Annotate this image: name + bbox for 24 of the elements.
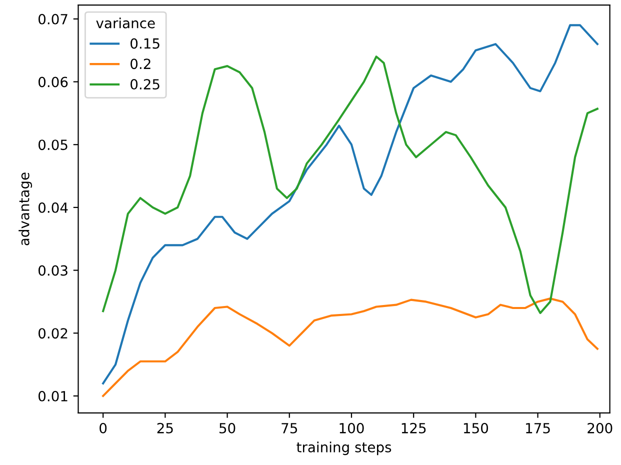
y-tick-label: 0.07: [38, 14, 68, 24]
y-tick-label: 0.03: [38, 265, 68, 276]
x-tick-label: 175: [526, 423, 550, 434]
x-tick-label: 75: [282, 423, 298, 434]
y-tick-label: 0.02: [38, 328, 68, 339]
x-tick-label: 50: [220, 422, 236, 434]
y-tick-label: 0.06: [38, 76, 68, 88]
legend-title: variance: [96, 18, 155, 28]
x-tick-label: 125: [402, 422, 426, 434]
line-series: [102, 298, 598, 397]
legend-label: 0.25: [130, 79, 160, 90]
x-tick-label: 25: [157, 422, 173, 434]
x-tick-label: 150: [464, 422, 488, 434]
line-series: [102, 56, 598, 314]
x-tick-label: 0: [100, 422, 107, 434]
x-tick-label: 200: [588, 422, 612, 434]
x-tick-label: 100: [340, 422, 364, 434]
y-tick-label: 0.01: [38, 390, 68, 402]
x-axis-title: training steps: [296, 442, 392, 456]
y-axis-title: advantage: [18, 172, 32, 246]
legend-label: 0.15: [130, 38, 160, 49]
legend-label: 0.2: [130, 58, 150, 70]
y-tick-label: 0.04: [38, 202, 68, 213]
y-tick-label: 0.05: [38, 140, 68, 150]
